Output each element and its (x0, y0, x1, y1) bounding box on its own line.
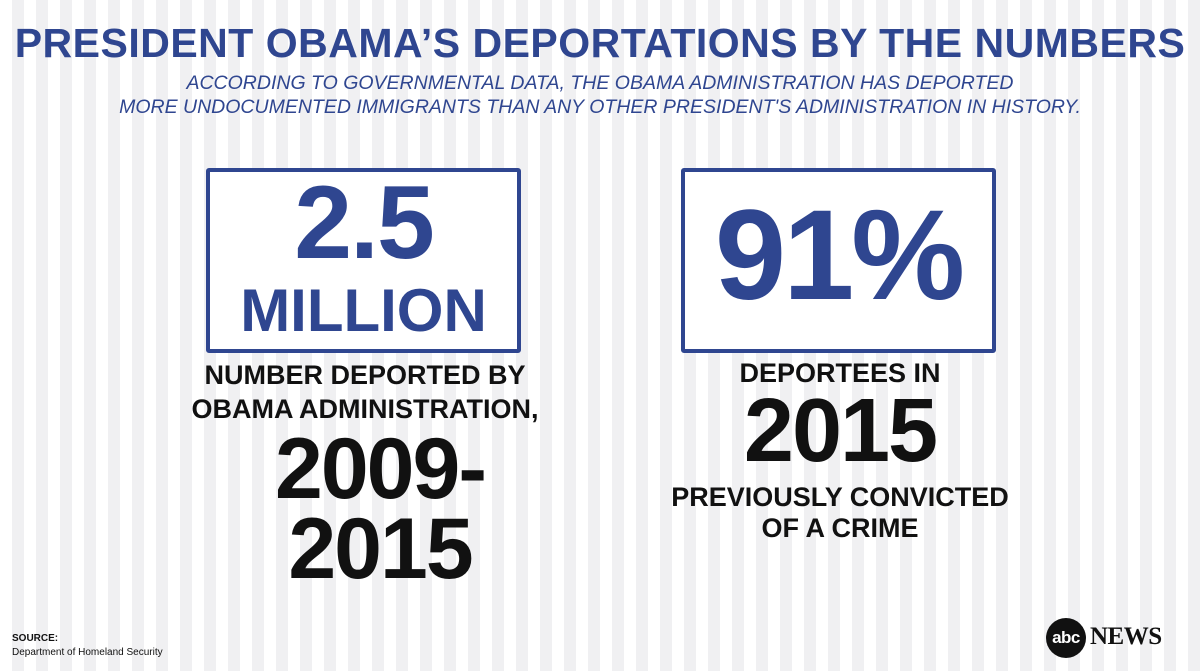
news-wordmark: NEWS (1090, 623, 1162, 650)
page-title: PRESIDENT OBAMA’S DEPORTATIONS BY THE NU… (14, 20, 1186, 66)
abc-logo-icon: abc (1046, 618, 1086, 658)
stat-box-convicted: 91% (681, 168, 996, 353)
subtitle-line-1: ACCORDING TO GOVERNMENTAL DATA, THE OBAM… (186, 72, 1014, 94)
caption-convicted-line-3: OF A CRIME (761, 513, 919, 543)
caption-deported-line-2: OBAMA ADMINISTRATION, (191, 394, 539, 424)
subtitle-line-2: MORE UNDOCUMENTED IMMIGRANTS THAN ANY OT… (119, 96, 1081, 118)
stat-box-deported: 2.5 MILLION (206, 165, 521, 353)
source-text: Department of Homeland Security (12, 647, 163, 658)
caption-convicted-line-1: DEPORTEES IN (739, 358, 941, 388)
stat-value-convicted: 91% (714, 184, 965, 327)
years-range-end: 2015 (288, 501, 473, 597)
stat-unit-million: MILLION (240, 277, 487, 344)
stat-value-deported: 2.5 (294, 165, 435, 281)
caption-convicted-line-2: PREVIOUSLY CONVICTED (671, 482, 1009, 512)
years-range-start: 2009- (275, 421, 487, 517)
source-label: SOURCE: (12, 633, 59, 644)
year-convicted: 2015 (743, 381, 938, 481)
caption-deported-line-1: NUMBER DEPORTED BY (204, 360, 526, 390)
